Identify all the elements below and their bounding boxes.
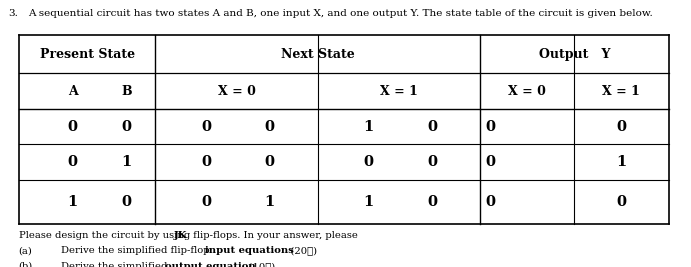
Text: X = 0: X = 0 [508,85,546,98]
Text: A sequential circuit has two states A and B, one input X, and one output Y. The : A sequential circuit has two states A an… [28,9,652,18]
Text: 0: 0 [201,155,211,169]
Text: 0: 0 [122,195,131,209]
Text: 0: 0 [427,155,437,169]
Text: 0: 0 [486,120,495,134]
Text: 1: 1 [265,195,274,209]
Text: 0: 0 [486,155,495,169]
Text: 0: 0 [265,155,274,169]
Text: 0: 0 [265,120,274,134]
Text: 1: 1 [122,155,131,169]
Text: output equation: output equation [165,262,256,267]
Text: Present State: Present State [39,48,135,61]
Text: flip-flops. In your answer, please: flip-flops. In your answer, please [190,231,358,240]
Text: 1: 1 [363,195,373,209]
Text: 3.: 3. [8,9,18,18]
Text: 0: 0 [68,155,77,169]
Text: JK: JK [174,231,188,240]
Text: (20分): (20分) [278,246,317,256]
Text: B: B [121,85,132,98]
Text: Derive the simplified flip-flop: Derive the simplified flip-flop [61,246,214,256]
Text: X = 0: X = 0 [218,85,256,98]
Text: Please design the circuit by using: Please design the circuit by using [19,231,193,240]
Text: (a): (a) [19,246,32,256]
Text: 0: 0 [201,195,211,209]
Text: Output   Y: Output Y [539,48,610,61]
Text: 0: 0 [201,120,211,134]
Text: 0: 0 [616,120,626,134]
Text: (10分): (10分) [236,262,276,267]
Text: A: A [68,85,77,98]
Text: X = 1: X = 1 [380,85,418,98]
Text: 1: 1 [363,120,373,134]
Text: 0: 0 [427,120,437,134]
Text: 0: 0 [427,195,437,209]
Text: 1: 1 [616,155,626,169]
Text: (b): (b) [19,262,33,267]
Text: 0: 0 [363,155,373,169]
Text: input equations: input equations [205,246,294,256]
Text: 0: 0 [68,120,77,134]
Text: 1: 1 [68,195,77,209]
Text: 0: 0 [616,195,626,209]
Text: Next State: Next State [281,48,354,61]
Text: Derive the simplified: Derive the simplified [61,262,171,267]
Text: X = 1: X = 1 [603,85,640,98]
Text: 0: 0 [486,195,495,209]
Text: 0: 0 [122,120,131,134]
